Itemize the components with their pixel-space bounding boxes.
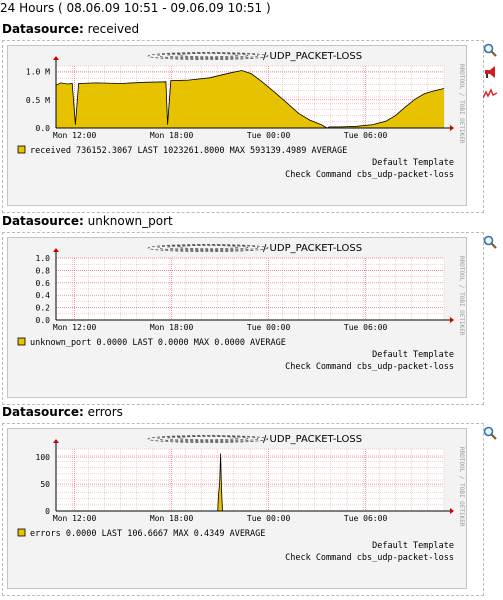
graph-panel-received: / UDP_PACKET-LOSS RRDTOOL / TOBI OETIKER 0… <box>2 40 497 213</box>
y-tick-label: 0 <box>45 507 50 516</box>
legend-stats: received 736152.3067 LAST 1023261.8000 M… <box>30 146 347 156</box>
rrd-graph-errors[interactable]: / UDP_PACKET-LOSS RRDTOOL / TOBI OETIKER 0… <box>7 428 467 589</box>
y-tick-label: 0.0 <box>36 124 51 133</box>
x-tick-label: Mon 12:00 <box>53 323 97 332</box>
graph-panel-unknown-port: / UDP_PACKET-LOSS RRDTOOL / TOBI OETIKER 0… <box>2 232 497 405</box>
legend-command: Check Command cbs_udp-packet-loss <box>285 362 454 372</box>
graph-panel-errors: / UDP_PACKET-LOSS RRDTOOL / TOBI OETIKER 0… <box>2 423 497 596</box>
x-axis-arrow-icon <box>450 508 454 514</box>
datasource-label-received: Datasource: received <box>2 22 140 36</box>
rrdtool-credit: RRDTOOL / TOBI OETIKER <box>458 256 465 336</box>
y-tick-label: 100 <box>36 453 51 462</box>
y-tick-label: 0.4 <box>36 291 51 300</box>
rrdtool-credit: RRDTOOL / TOBI OETIKER <box>458 64 465 144</box>
graph-title: / UDP_PACKET-LOSS <box>263 243 362 254</box>
y-axis-arrow-icon <box>53 56 59 60</box>
x-tick-label: Mon 18:00 <box>150 131 194 140</box>
host-scribble-icon <box>147 52 269 60</box>
x-tick-label: Mon 18:00 <box>150 514 194 523</box>
series-line <box>56 453 444 512</box>
magnifier-icon[interactable] <box>483 426 497 440</box>
rrd-graph-received[interactable]: / UDP_PACKET-LOSS RRDTOOL / TOBI OETIKER 0… <box>7 45 467 206</box>
y-axis-arrow-icon <box>53 248 59 252</box>
y-tick-label: 50 <box>40 480 50 489</box>
x-tick-label: Tue 00:00 <box>247 514 291 523</box>
period-header: 24 Hours ( 08.06.09 10:51 - 09.06.09 10:… <box>0 1 271 15</box>
graph-title: / UDP_PACKET-LOSS <box>263 51 362 62</box>
panel-actions <box>483 426 497 448</box>
series-area <box>56 70 444 128</box>
rrdtool-credit: RRDTOOL / TOBI OETIKER <box>458 447 465 527</box>
host-scribble-icon <box>147 244 269 252</box>
graph-title: / UDP_PACKET-LOSS <box>263 434 362 445</box>
x-tick-label: Tue 00:00 <box>247 323 291 332</box>
x-tick-label: Mon 12:00 <box>53 131 97 140</box>
magnifier-icon[interactable] <box>483 43 497 57</box>
magnifier-icon[interactable] <box>483 235 497 249</box>
y-tick-label: 1.0 M <box>26 68 50 77</box>
y-axis-arrow-icon <box>53 439 59 443</box>
zigzag-line-icon[interactable] <box>483 87 497 101</box>
legend-swatch <box>17 145 26 154</box>
legend-template: Default Template <box>372 158 454 168</box>
y-tick-label: 0.2 <box>36 304 51 313</box>
panel-actions <box>483 235 497 257</box>
x-tick-label: Tue 00:00 <box>247 131 291 140</box>
y-tick-label: 0.8 <box>36 266 51 275</box>
legend-template: Default Template <box>372 541 454 551</box>
y-tick-label: 1.0 <box>36 254 51 263</box>
datasource-label-unknown-port: Datasource: unknown_port <box>2 214 173 228</box>
legend-swatch <box>17 337 26 346</box>
series-line <box>55 70 445 129</box>
megaphone-icon[interactable] <box>483 65 497 79</box>
x-tick-label: Tue 06:00 <box>344 323 388 332</box>
x-axis-arrow-icon <box>450 317 454 323</box>
y-tick-label: 0.6 <box>36 279 51 288</box>
legend-command: Check Command cbs_udp-packet-loss <box>285 553 454 563</box>
legend-stats: errors 0.0000 LAST 106.6667 MAX 0.4349 A… <box>30 529 265 539</box>
y-tick-label: 0.5 M <box>26 96 50 105</box>
panel-actions <box>483 43 497 109</box>
host-scribble-icon <box>147 435 269 443</box>
y-tick-label: 0.0 <box>36 316 51 325</box>
x-tick-label: Tue 06:00 <box>344 131 388 140</box>
x-axis-arrow-icon <box>450 125 454 131</box>
datasource-label-errors: Datasource: errors <box>2 405 123 419</box>
rrd-graph-unknown-port[interactable]: / UDP_PACKET-LOSS RRDTOOL / TOBI OETIKER 0… <box>7 237 467 398</box>
legend-command: Check Command cbs_udp-packet-loss <box>285 170 454 180</box>
legend-template: Default Template <box>372 350 454 360</box>
x-tick-label: Mon 12:00 <box>53 514 97 523</box>
legend-swatch <box>17 528 26 537</box>
legend-stats: unknown_port 0.0000 LAST 0.0000 MAX 0.00… <box>30 338 286 348</box>
x-tick-label: Tue 06:00 <box>344 514 388 523</box>
x-tick-label: Mon 18:00 <box>150 323 194 332</box>
